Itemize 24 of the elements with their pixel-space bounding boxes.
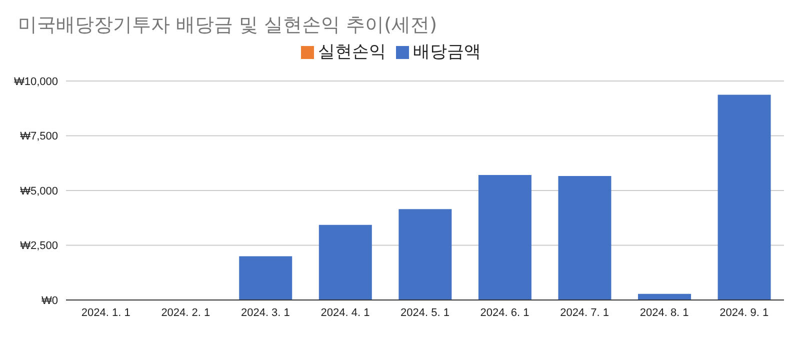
- x-tick-label: 2024. 8. 1: [640, 306, 689, 319]
- x-tick-label: 2024. 4. 1: [320, 306, 370, 319]
- bar: [718, 94, 771, 300]
- x-tick-label: 2024. 6. 1: [480, 306, 530, 319]
- y-tick-label: ₩10,000: [14, 76, 58, 88]
- bar: [638, 294, 692, 300]
- bar: [558, 176, 612, 300]
- x-tick-label: 2024. 9. 1: [720, 306, 769, 319]
- bar: [478, 174, 532, 300]
- y-tick-label: ₩5,000: [20, 185, 58, 198]
- y-tick-label: ₩0: [42, 294, 58, 307]
- x-tick-label: 2024. 2. 1: [161, 306, 210, 319]
- y-tick-label: ₩7,500: [20, 130, 58, 143]
- y-tick-label: ₩2,500: [20, 240, 58, 252]
- x-tick-label: 2024. 5. 1: [400, 306, 450, 319]
- bar: [398, 209, 452, 300]
- x-tick-label: 2024. 7. 1: [560, 306, 610, 319]
- legend-label: 배당금액: [413, 42, 481, 62]
- legend-label: 실현손익: [318, 42, 386, 62]
- bar: [318, 224, 372, 300]
- x-tick-label: 2024. 1. 1: [81, 306, 130, 319]
- bar: [239, 256, 292, 300]
- chart-title: 미국배당장기투자 배당금 및 실현손익 추이(세전): [17, 13, 438, 38]
- x-tick-label: 2024. 3. 1: [240, 306, 290, 319]
